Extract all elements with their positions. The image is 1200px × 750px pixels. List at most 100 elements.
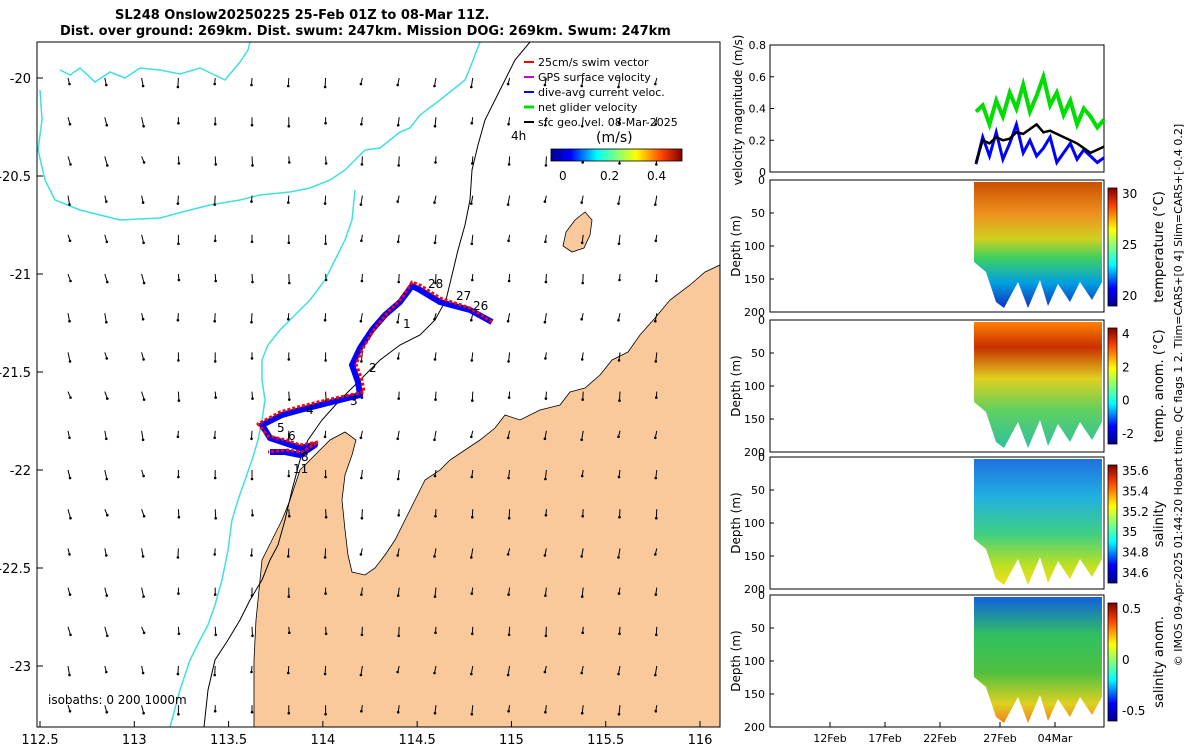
vector-head (433, 201, 436, 204)
vector-head (506, 553, 510, 556)
vector-arrow (141, 77, 144, 87)
vector-head (105, 83, 108, 87)
vector-arrow (581, 587, 584, 597)
vector-head (214, 163, 217, 166)
vector-arrow (434, 77, 437, 87)
depth-tick-label: 100 (744, 517, 765, 530)
vector-head (617, 712, 621, 716)
vector-arrow (361, 626, 363, 635)
vector-head (654, 553, 657, 556)
colorbar-tick: 34.8 (1122, 546, 1149, 560)
vector-head (506, 673, 510, 677)
profile-data-field (974, 459, 1102, 585)
depth-tick-label: 0 (758, 451, 765, 464)
vector-head (359, 673, 363, 677)
vector-arrow (141, 234, 145, 243)
vector-arrow (360, 313, 363, 322)
vector-head (654, 673, 657, 677)
vector-arrow (618, 548, 621, 558)
colorbar-tick: 4 (1122, 327, 1130, 341)
vector-head (105, 670, 108, 674)
vector-arrow (434, 705, 437, 714)
vector-head (105, 554, 108, 557)
vector-arrow (67, 352, 71, 362)
vector-arrow (360, 665, 363, 676)
vector-head (177, 475, 180, 479)
day-label-27: 27 (456, 289, 471, 303)
vector-head (214, 279, 217, 283)
vector-arrow (288, 391, 290, 400)
vector-head (397, 164, 401, 167)
vector-head (287, 84, 290, 88)
depth-tick-label: 50 (751, 347, 765, 360)
vector-arrow (67, 626, 71, 635)
time-tick-label: 27Feb (983, 732, 1016, 745)
vector-head (142, 358, 145, 361)
vector-arrow (361, 509, 363, 519)
vector-arrow (508, 156, 511, 165)
vector-head (69, 396, 72, 399)
vector-arrow (177, 391, 180, 401)
vector-head (470, 592, 474, 595)
vector-head (213, 360, 217, 363)
day-label-5: 5 (277, 421, 285, 435)
vector-arrow (67, 156, 71, 165)
vector-arrow (508, 352, 511, 362)
vector-head (434, 514, 437, 518)
vector-head (323, 85, 327, 89)
vector-head (324, 475, 327, 479)
vector-head (543, 670, 547, 674)
vector-head (323, 672, 327, 676)
depth-tick-label: 150 (744, 688, 765, 701)
vector-head (507, 633, 511, 637)
vector-head (397, 280, 401, 284)
vector-head (506, 436, 510, 440)
vel-ytick-label: 0.4 (749, 103, 767, 116)
vector-head (69, 516, 72, 520)
vector-arrow (214, 156, 217, 165)
map-xtick-label: 115 (499, 733, 524, 748)
vector-head (654, 709, 658, 713)
vector-head (141, 671, 145, 675)
vector-head (433, 124, 437, 128)
vector-arrow (287, 430, 290, 440)
vector-arrow (654, 313, 658, 322)
vector-arrow (104, 156, 108, 166)
glider-track-red (256, 280, 493, 454)
vector-head (470, 85, 473, 89)
vector-arrow (434, 117, 437, 127)
vector-head (544, 164, 548, 167)
colorbar-tick: 20 (1122, 289, 1137, 303)
vector-head (360, 476, 363, 480)
vector-head (617, 242, 621, 246)
time-tick-label: 17Feb (868, 732, 901, 745)
vector-arrow (67, 665, 70, 676)
colorbar-label: temperature (°C) (1152, 191, 1167, 303)
vector-arrow (618, 195, 621, 204)
map-ytick-label: -22 (10, 464, 31, 479)
colorbar-tick: 35.2 (1122, 505, 1149, 519)
vector-head (543, 200, 547, 203)
vector-head (68, 82, 71, 86)
vel-ytick-label: 0 (759, 166, 766, 179)
vector-head (177, 162, 181, 165)
vector-head (581, 281, 584, 285)
vector-head (176, 435, 180, 439)
vector-head (507, 593, 510, 596)
vector-arrow (507, 313, 511, 322)
vector-arrow (471, 234, 474, 244)
vector-head (106, 634, 109, 638)
vector-head (655, 516, 658, 520)
vector-arrow (397, 587, 400, 596)
vector-head (397, 513, 401, 517)
velocity-lines (974, 69, 1106, 166)
vector-head (214, 516, 217, 520)
vector-head (105, 123, 109, 127)
vector-head (433, 474, 437, 478)
vector-arrow (470, 77, 474, 88)
vector-head (141, 555, 145, 558)
vector-head (213, 239, 217, 243)
vector-head (213, 436, 216, 440)
vector-head (654, 82, 657, 86)
vector-arrow (544, 430, 547, 439)
